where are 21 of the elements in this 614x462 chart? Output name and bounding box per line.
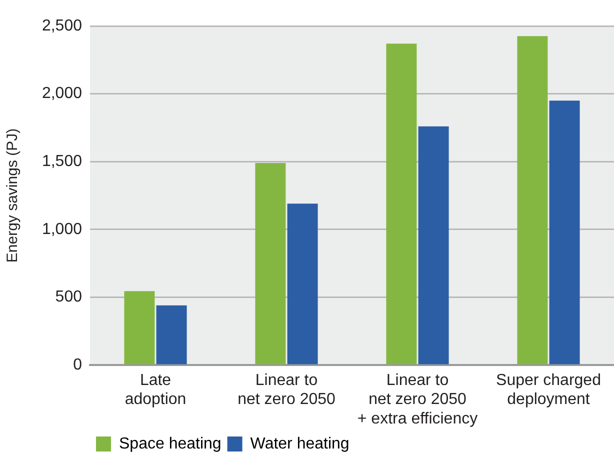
bar bbox=[124, 291, 155, 364]
y-tick-label: 1,000 bbox=[42, 220, 82, 238]
bar bbox=[517, 36, 548, 364]
bar bbox=[549, 100, 580, 364]
x-tick-label: Linear to net zero 2050 + extra efficiency bbox=[357, 372, 478, 428]
x-tick-label: Super charged deployment bbox=[496, 372, 601, 408]
y-tick-label: 2,000 bbox=[42, 85, 82, 102]
legend-label: Water heating bbox=[250, 435, 350, 452]
y-tick-label: 500 bbox=[55, 288, 82, 306]
y-tick-label: 2,500 bbox=[42, 17, 82, 34]
bar bbox=[386, 44, 417, 364]
bar bbox=[418, 126, 449, 364]
x-tick-label: Linear to net zero 2050 bbox=[238, 372, 336, 408]
bar bbox=[287, 204, 318, 364]
legend-label: Space heating bbox=[119, 435, 222, 452]
bar bbox=[255, 162, 286, 364]
bar bbox=[156, 305, 187, 364]
y-tick-label: 1,500 bbox=[42, 153, 82, 170]
y-axis-title: Energy savings (PJ) bbox=[4, 128, 22, 263]
x-tick-label: Late adoption bbox=[124, 372, 186, 408]
y-tick-label: 0 bbox=[73, 356, 82, 374]
